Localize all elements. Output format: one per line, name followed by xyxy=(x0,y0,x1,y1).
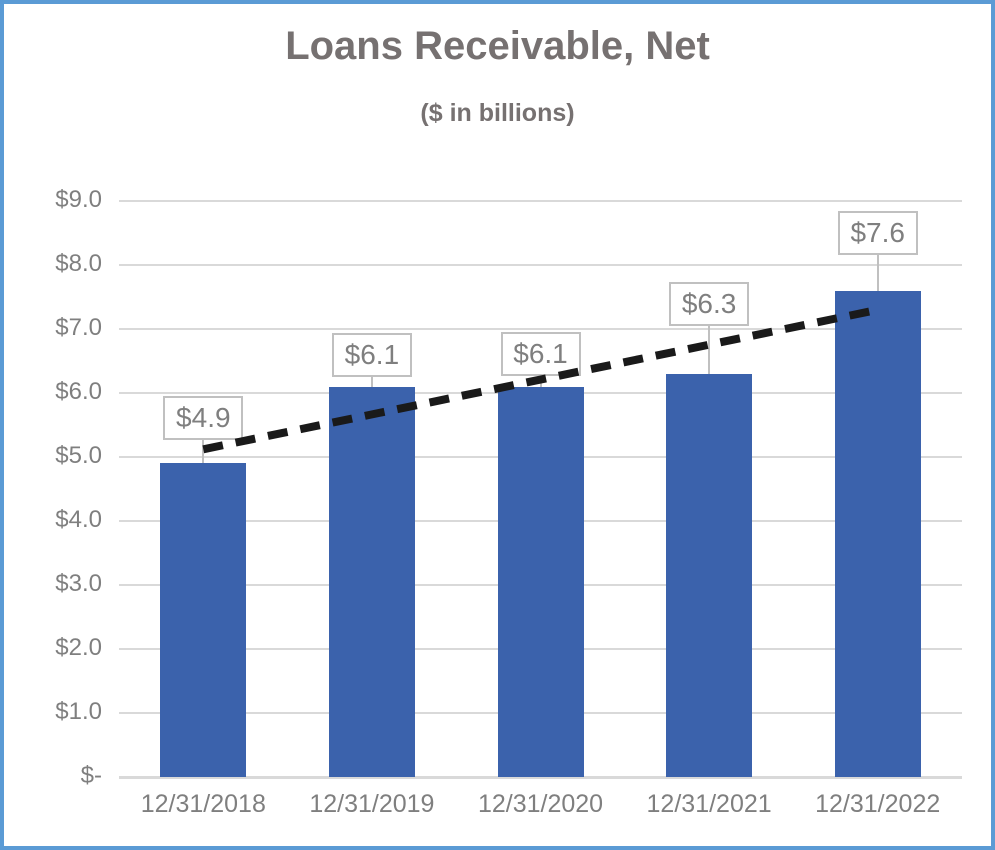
data-label-callout xyxy=(876,254,879,291)
y-tick-label: $- xyxy=(80,762,102,789)
x-axis-line xyxy=(119,776,962,779)
bar-data-label: $6.3 xyxy=(669,281,750,326)
bar xyxy=(497,386,584,777)
x-tick-label: 12/31/2018 xyxy=(140,790,266,818)
y-tick-label: $1.0 xyxy=(55,698,102,725)
bar-data-label: $6.1 xyxy=(331,332,412,377)
bar xyxy=(160,463,247,777)
bar-data-label: $4.9 xyxy=(163,396,244,441)
plot-area: $9.0 $8.0 $7.0 $6.0 $5.0 $4.0 $3.0 $2.0 $1.0 $- 12… xyxy=(4,4,991,846)
chart-subtitle: ($ in billions) xyxy=(420,99,575,127)
data-label-callout xyxy=(708,325,711,374)
y-tick-label: $8.0 xyxy=(55,250,102,277)
y-tick-label: $6.0 xyxy=(55,378,102,405)
data-label-callout xyxy=(370,376,373,387)
bar xyxy=(666,373,753,777)
bar xyxy=(328,386,415,777)
bar-data-label: $6.1 xyxy=(500,331,581,376)
y-tick-label: $5.0 xyxy=(55,442,102,469)
y-tick-label: $9.0 xyxy=(55,186,102,213)
data-label-callout xyxy=(539,375,542,387)
y-tick-label: $4.0 xyxy=(55,506,102,533)
x-tick-label: 12/31/2020 xyxy=(477,790,604,818)
x-tick-label: 12/31/2019 xyxy=(309,790,435,818)
x-tick-label: 12/31/2022 xyxy=(815,790,941,818)
y-tick-label: $2.0 xyxy=(55,634,102,661)
y-tick-label: $7.0 xyxy=(55,314,102,341)
bar-data-label: $7.6 xyxy=(837,210,918,255)
x-tick-label: 12/31/2021 xyxy=(646,790,772,818)
data-label-callout xyxy=(202,440,205,464)
gridline xyxy=(119,200,962,202)
bar xyxy=(834,290,921,777)
gridline xyxy=(119,264,962,266)
y-tick-label: $3.0 xyxy=(55,570,102,597)
chart-title: Loans Receivable, Net xyxy=(285,24,710,68)
